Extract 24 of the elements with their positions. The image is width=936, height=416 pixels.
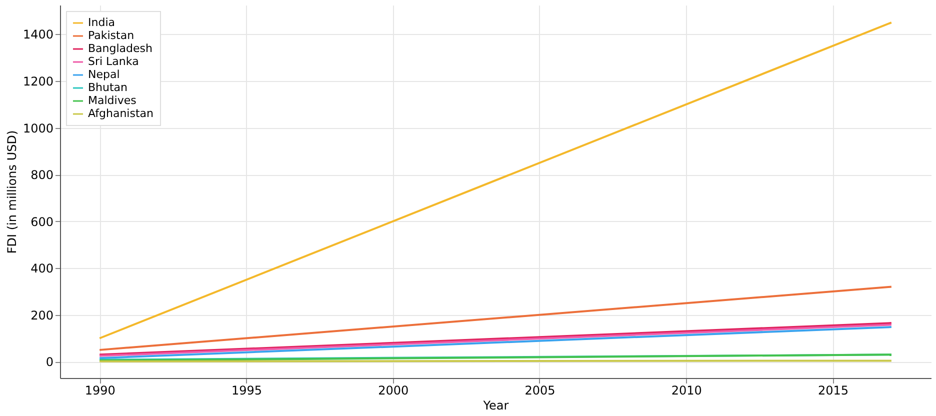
y-tick-label: 1000 (22, 121, 54, 136)
x-tick-label: 1995 (231, 384, 262, 398)
x-tick-label: 2005 (524, 384, 556, 398)
x-tick-label: 2010 (671, 384, 702, 398)
legend-label: Bhutan (88, 81, 128, 94)
x-tick-label: 2015 (818, 384, 849, 398)
y-tick-label: 1400 (22, 28, 54, 42)
y-tick-label: 800 (30, 168, 54, 182)
y-tick-label: 200 (30, 308, 54, 322)
legend-label: Maldives (88, 94, 137, 107)
x-tick-label: 2000 (378, 384, 409, 398)
y-tick-label: 400 (30, 262, 54, 276)
y-tick-label: 0 (46, 355, 54, 370)
legend-label: Afghanistan (88, 107, 154, 120)
y-tick-label: 600 (30, 214, 54, 229)
legend-label: Pakistan (88, 29, 134, 42)
legend-label: Bangladesh (88, 42, 153, 55)
x-axis-title: Year (482, 398, 509, 412)
x-tick-label: 1990 (84, 384, 116, 398)
y-tick-label: 1200 (22, 74, 54, 89)
y-axis-title: FDI (in millions USD) (4, 130, 19, 254)
legend-label: Nepal (88, 68, 120, 81)
legend-label: Sri Lanka (88, 55, 139, 68)
legend-label: India (88, 16, 115, 29)
